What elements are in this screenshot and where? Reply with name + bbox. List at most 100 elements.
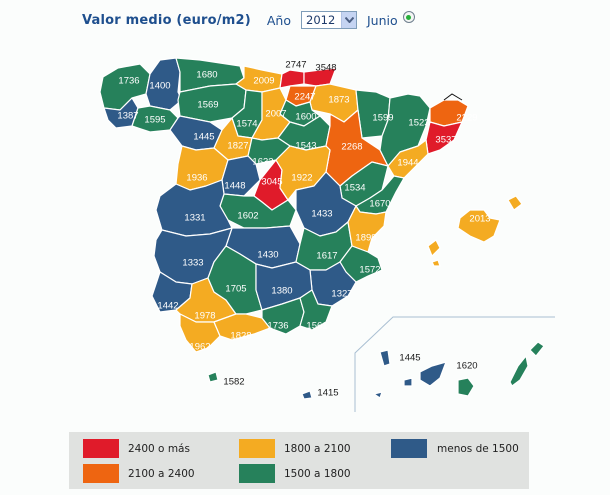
map-value-label: 1415 — [317, 387, 339, 399]
map-value-label: 3548 — [315, 62, 337, 74]
legend-label: 1800 a 2100 — [284, 442, 351, 455]
map-value-label: 2268 — [341, 141, 363, 153]
map-value-label: 1333 — [182, 257, 204, 269]
map-value-label: 1534 — [344, 182, 366, 194]
chevron-down-icon[interactable] — [341, 12, 356, 28]
region-menorca — [507, 195, 523, 211]
map-value-label: 1327 — [331, 288, 353, 300]
map-value-label: 2229 — [456, 112, 478, 124]
region-caceres — [155, 179, 233, 237]
map-value-label: 2247 — [294, 91, 316, 103]
map-value-label: 2013 — [469, 213, 491, 225]
region-almeria — [299, 289, 333, 331]
region-tenerife — [419, 361, 447, 387]
map-value-label: 1448 — [224, 180, 246, 192]
region-fuerteventura — [509, 355, 529, 387]
legend-label: 1500 a 1800 — [284, 467, 351, 480]
map-value-label: 1705 — [225, 283, 247, 295]
map-value-label: 1569 — [197, 99, 219, 111]
map-value-label: 1922 — [291, 172, 313, 184]
map-value-label: 1899 — [355, 232, 377, 244]
legend-swatch-green — [239, 464, 275, 483]
map-value-label: 1602 — [237, 210, 259, 222]
map-value-label: 1561 — [306, 320, 328, 332]
map-value-label: 1387 — [117, 110, 139, 122]
region-cordoba — [207, 245, 263, 315]
region-la-gomera — [403, 377, 413, 387]
region-melilla — [301, 390, 313, 400]
legend-swatch-blue — [391, 439, 427, 458]
map-value-label: 1543 — [295, 140, 317, 152]
region-cadiz — [179, 313, 221, 353]
radio-selected-dot — [406, 14, 412, 20]
map-value-label: 1595 — [144, 114, 166, 126]
map-value-label: 1445 — [193, 131, 215, 143]
legend-item: menos de 1500 — [391, 439, 519, 458]
andorra-border — [443, 93, 463, 101]
map-value-label: 1620 — [456, 360, 478, 372]
legend-swatch-yellow — [239, 439, 275, 458]
month-label: Junio — [367, 12, 398, 28]
map-value-label: 1828 — [230, 330, 252, 342]
region-a-coruna — [99, 63, 151, 111]
canarias-inset-border — [354, 316, 555, 412]
region-la-palma — [379, 349, 391, 367]
map-value-label: 1572 — [359, 264, 381, 276]
map-value-label: 1599 — [372, 112, 394, 124]
legend-swatch-orange — [83, 464, 119, 483]
region-ibiza — [427, 239, 441, 257]
map-value-label: 1582 — [223, 376, 245, 388]
region-bizkaia — [279, 69, 305, 89]
map-value-label: 1680 — [196, 69, 218, 81]
map-value-label: 1978 — [194, 310, 216, 322]
map-value-label: 3045 — [261, 176, 283, 188]
map-value-label: 1380 — [271, 285, 293, 297]
region-ceuta — [207, 371, 219, 383]
map-value-label: 1736 — [267, 320, 289, 332]
legend-item: 2100 a 2400 — [83, 464, 195, 483]
region-valencia — [347, 205, 387, 253]
map-value-label: 1736 — [118, 75, 140, 87]
map-value-label: 1574 — [236, 118, 258, 130]
spain-map: 1736 1400 1680 1387 1595 1569 2009 2747 … — [0, 50, 610, 420]
year-select-value: 2012 — [306, 13, 336, 27]
region-formentera — [431, 259, 441, 267]
map-value-label: 1433 — [311, 208, 333, 220]
map-value-label: 1873 — [328, 94, 350, 106]
legend-item: 1500 a 1800 — [239, 464, 351, 483]
map-legend: 2400 o más 2100 a 2400 1800 a 2100 1500 … — [69, 432, 529, 489]
region-gran-canaria — [457, 377, 475, 397]
year-select[interactable]: 2012 — [301, 11, 357, 29]
map-value-label: 1936 — [186, 172, 208, 184]
map-value-label: 2009 — [253, 75, 275, 87]
map-value-label: 1331 — [184, 212, 206, 224]
map-shapes — [99, 57, 555, 412]
month-radio-button[interactable] — [402, 11, 415, 23]
map-value-label: 1523 — [408, 117, 430, 129]
year-label: Año — [266, 12, 291, 28]
legend-swatch-red — [83, 439, 119, 458]
region-mallorca — [457, 209, 501, 243]
map-value-label: 1430 — [257, 249, 279, 261]
map-value-label: 1617 — [316, 250, 338, 262]
map-value-label: 2747 — [285, 59, 307, 71]
map-value-label: 1400 — [149, 80, 171, 92]
legend-item: 2400 o más — [83, 439, 190, 458]
map-value-label: 1600 — [295, 111, 317, 123]
map-value-label: 1962 — [189, 341, 211, 353]
legend-label: 2100 a 2400 — [128, 467, 195, 480]
legend-item: 1800 a 2100 — [239, 439, 351, 458]
map-value-label: 1633 — [252, 156, 274, 168]
page-title: Valor medio (euro/m2) — [82, 12, 251, 28]
region-lanzarote — [529, 341, 545, 357]
map-value-label: 1944 — [397, 157, 419, 169]
map-value-label: 1442 — [157, 300, 179, 312]
map-value-label: 2007 — [265, 108, 287, 120]
legend-label: menos de 1500 — [437, 442, 519, 455]
region-el-hierro — [373, 391, 383, 399]
map-value-label: 1445 — [399, 352, 421, 364]
map-value-label: 1827 — [227, 140, 249, 152]
map-value-label: 3537 — [435, 134, 457, 146]
map-value-label: 1670 — [369, 198, 391, 210]
header-bar: Valor medio (euro/m2) Año 2012 Junio — [82, 10, 415, 30]
